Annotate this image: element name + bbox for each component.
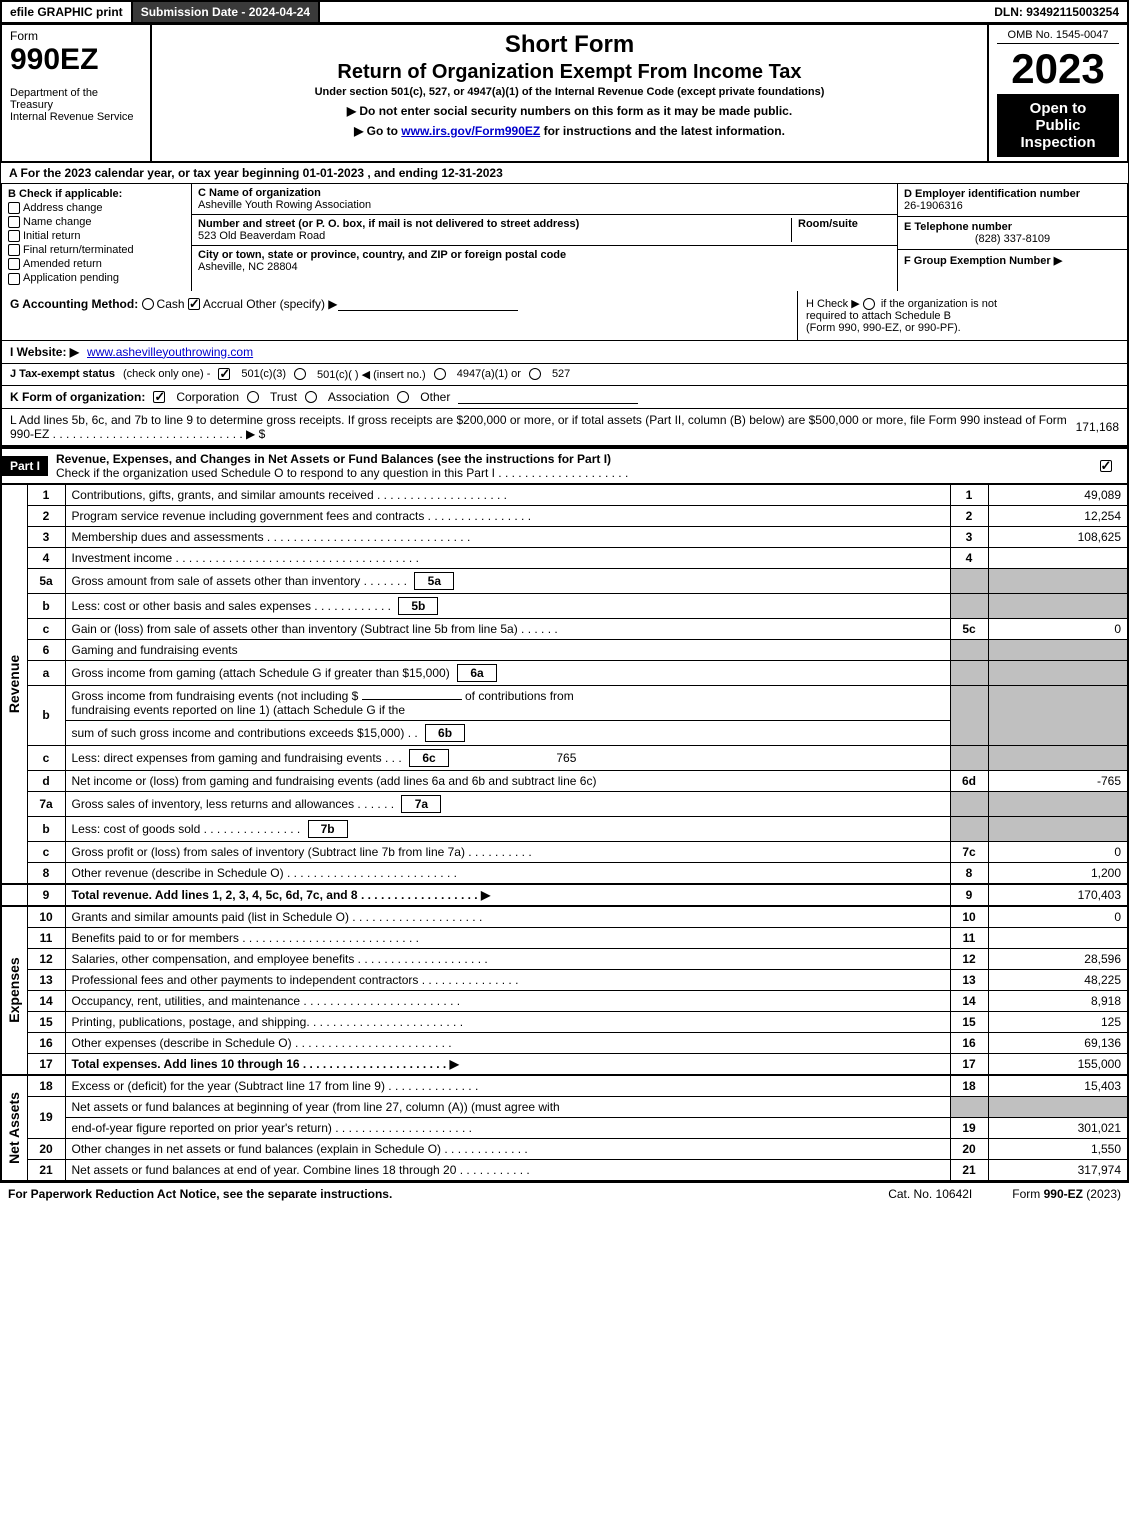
dept-label: Department of the Treasury (10, 87, 142, 111)
info-grid: B Check if applicable: Address change Na… (0, 184, 1129, 291)
top-bar: efile GRAPHIC print Submission Date - 20… (0, 0, 1129, 24)
irs-link[interactable]: www.irs.gov/Form990EZ (401, 124, 540, 138)
revenue-side-label: Revenue (1, 484, 27, 884)
amt-line-13: 48,225 (988, 969, 1128, 990)
amt-line-16: 69,136 (988, 1032, 1128, 1053)
check-association[interactable] (305, 391, 317, 403)
amt-line-15: 125 (988, 1011, 1128, 1032)
amt-line-2: 12,254 (988, 505, 1128, 526)
check-schedule-o[interactable] (1100, 460, 1112, 472)
check-527[interactable] (529, 368, 541, 380)
check-initial-return[interactable]: Initial return (8, 230, 185, 242)
check-accrual[interactable] (188, 298, 200, 310)
section-l: L Add lines 5b, 6c, and 7b to line 9 to … (0, 409, 1129, 447)
telephone: (828) 337-8109 (904, 233, 1121, 245)
check-501c[interactable] (294, 368, 306, 380)
instr-link: ▶ Go to www.irs.gov/Form990EZ for instru… (160, 124, 979, 138)
section-j: J Tax-exempt status (check only one) - 5… (0, 364, 1129, 386)
section-a: A For the 2023 calendar year, or tax yea… (0, 163, 1129, 184)
amt-line-21: 317,974 (988, 1159, 1128, 1181)
title-short-form: Short Form (160, 31, 979, 59)
check-amended[interactable]: Amended return (8, 258, 185, 270)
open-to-public: Open to Public Inspection (997, 94, 1119, 157)
check-other-org[interactable] (397, 391, 409, 403)
gross-receipts: 171,168 (1076, 420, 1119, 434)
form-header: Form 990EZ Department of the Treasury In… (0, 24, 1129, 163)
check-4947[interactable] (434, 368, 446, 380)
val-6c: 765 (456, 751, 576, 765)
form-label: Form (10, 29, 142, 43)
dln-label: DLN: 93492115003254 (986, 2, 1127, 22)
check-cash[interactable] (142, 298, 154, 310)
website-link[interactable]: www.ashevilleyouthrowing.com (87, 345, 253, 359)
efile-button[interactable]: efile GRAPHIC print (2, 2, 133, 22)
cat-no: Cat. No. 10642I (888, 1187, 972, 1201)
check-501c3[interactable] (218, 368, 230, 380)
amt-line-9: 170,403 (988, 884, 1128, 906)
check-schedule-b[interactable] (863, 298, 875, 310)
irs-label: Internal Revenue Service (10, 111, 142, 123)
subtitle: Under section 501(c), 527, or 4947(a)(1)… (160, 86, 979, 98)
ein: 26-1906316 (904, 200, 1121, 212)
section-c: C Name of organization Asheville Youth R… (192, 184, 897, 291)
amt-line-12: 28,596 (988, 948, 1128, 969)
form-ref: Form 990-EZ (2023) (1012, 1187, 1121, 1201)
tax-year: 2023 (997, 48, 1119, 90)
amt-line-7c: 0 (988, 841, 1128, 862)
part-i-header: Part I Revenue, Expenses, and Changes in… (0, 447, 1129, 484)
paperwork-notice: For Paperwork Reduction Act Notice, see … (8, 1187, 848, 1201)
amt-line-4 (988, 547, 1128, 568)
street-address: 523 Old Beaverdam Road (198, 230, 791, 242)
amt-line-3: 108,625 (988, 526, 1128, 547)
form-number: 990EZ (10, 43, 142, 77)
page-footer: For Paperwork Reduction Act Notice, see … (0, 1182, 1129, 1205)
submission-date-button[interactable]: Submission Date - 2024-04-24 (133, 2, 320, 22)
section-def: D Employer identification number 26-1906… (897, 184, 1127, 291)
amt-line-20: 1,550 (988, 1138, 1128, 1159)
check-name-change[interactable]: Name change (8, 216, 185, 228)
amt-line-18: 15,403 (988, 1075, 1128, 1097)
check-address-change[interactable]: Address change (8, 202, 185, 214)
check-final-return[interactable]: Final return/terminated (8, 244, 185, 256)
amt-line-19: 301,021 (988, 1117, 1128, 1138)
instr-ssn: ▶ Do not enter social security numbers o… (160, 104, 979, 118)
part-i-label: Part I (2, 456, 48, 476)
org-name: Asheville Youth Rowing Association (198, 199, 891, 211)
part-i-table: Revenue 1 Contributions, gifts, grants, … (0, 484, 1129, 1182)
section-i: I Website: ▶ www.ashevilleyouthrowing.co… (0, 341, 1129, 364)
other-org-field[interactable] (458, 390, 638, 404)
amt-line-14: 8,918 (988, 990, 1128, 1011)
amt-line-17: 155,000 (988, 1053, 1128, 1075)
section-gh: G Accounting Method: Cash Accrual Other … (0, 291, 1129, 341)
check-application-pending[interactable]: Application pending (8, 272, 185, 284)
amt-line-6d: -765 (988, 770, 1128, 791)
title-return: Return of Organization Exempt From Incom… (160, 61, 979, 84)
amt-line-11 (988, 927, 1128, 948)
amt-line-5c: 0 (988, 618, 1128, 639)
city-state-zip: Asheville, NC 28804 (198, 261, 566, 273)
section-b: B Check if applicable: Address change Na… (2, 184, 192, 291)
omb-number: OMB No. 1545-0047 (997, 29, 1119, 44)
other-specify-field[interactable] (338, 297, 518, 311)
amt-line-8: 1,200 (988, 862, 1128, 884)
net-assets-side-label: Net Assets (1, 1075, 27, 1181)
amt-line-1: 49,089 (988, 484, 1128, 505)
expenses-side-label: Expenses (1, 906, 27, 1075)
check-trust[interactable] (247, 391, 259, 403)
section-k: K Form of organization: Corporation Trus… (0, 386, 1129, 409)
amt-line-10: 0 (988, 906, 1128, 928)
check-corporation[interactable] (153, 391, 165, 403)
